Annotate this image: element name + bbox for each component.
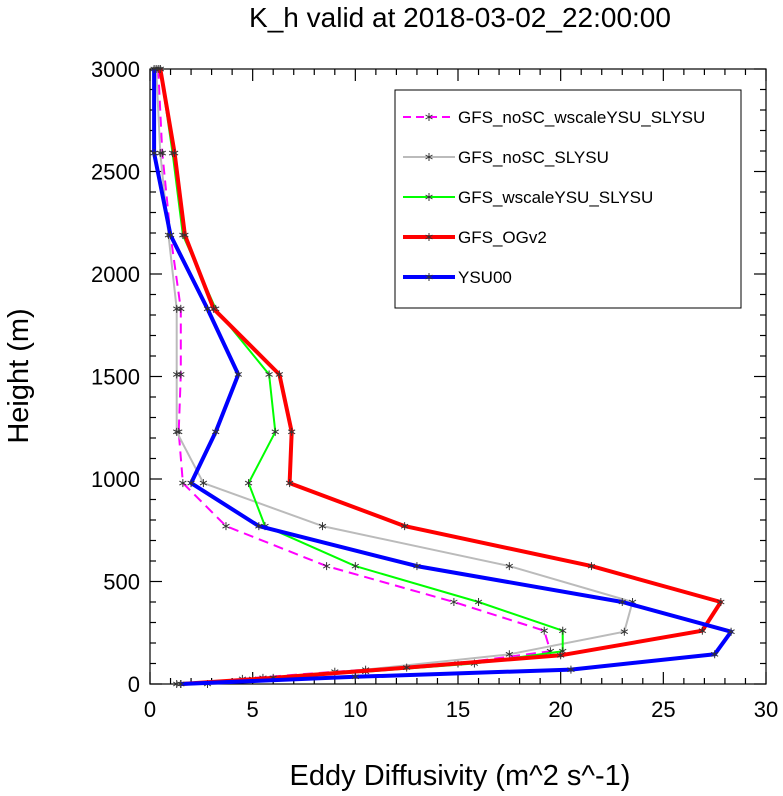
x-axis: 0 5 10 15 20 25 30 <box>144 69 778 722</box>
x-tick-label: 0 <box>144 697 156 722</box>
y-axis: 0 500 1000 1500 2000 2500 3000 <box>91 57 766 697</box>
legend: GFS_noSC_wscaleYSU_SLYSU GFS_noSC_SLYSU GF… <box>394 89 742 309</box>
legend-item: YSU00 <box>403 268 512 287</box>
legend-label: GFS_noSC_wscaleYSU_SLYSU <box>458 108 705 127</box>
data-point-marker <box>474 598 483 606</box>
data-point-marker <box>156 149 164 158</box>
data-point-marker <box>425 233 433 241</box>
x-axis-title: Eddy Diffusivity (m^2 s^-1) <box>290 760 631 792</box>
data-point-marker <box>255 522 263 531</box>
data-point-marker <box>556 651 565 660</box>
data-point-marker <box>505 562 514 571</box>
data-point-marker <box>222 522 230 531</box>
data-point-marker <box>318 522 327 531</box>
x-tick-label: 5 <box>247 697 259 722</box>
legend-label: YSU00 <box>458 268 512 287</box>
series-YSU00 <box>150 65 735 688</box>
data-point-marker <box>244 479 253 488</box>
y-tick-label: 0 <box>128 672 140 697</box>
data-point-marker <box>211 427 220 436</box>
data-point-marker <box>209 304 218 313</box>
y-tick-label: 500 <box>103 570 140 595</box>
data-point-marker <box>351 672 360 681</box>
data-point-marker <box>181 231 189 240</box>
data-point-marker <box>717 598 725 606</box>
data-point-marker <box>179 479 187 488</box>
legend-box <box>394 89 742 309</box>
y-tick-label: 2000 <box>91 262 140 287</box>
data-point-marker <box>177 680 185 688</box>
chart-title: K_h valid at 2018-03-02_22:00:00 <box>249 2 671 33</box>
legend-label: GFS_OGv2 <box>458 228 547 247</box>
y-tick-label: 1500 <box>91 365 140 390</box>
data-point-marker <box>265 370 273 379</box>
data-point-marker <box>620 627 629 636</box>
data-point-marker <box>199 479 208 488</box>
legend-item: GFS_wscaleYSU_SLYSU <box>403 188 653 207</box>
data-point-marker <box>618 598 626 606</box>
data-point-marker <box>567 665 575 674</box>
data-point-marker <box>400 522 409 531</box>
data-point-marker <box>285 479 294 488</box>
x-tick-label: 25 <box>651 697 675 722</box>
data-point-marker <box>203 304 212 313</box>
data-point-marker <box>425 273 433 281</box>
y-tick-label: 1000 <box>91 467 140 492</box>
data-point-marker <box>425 193 433 201</box>
data-point-marker <box>287 427 296 436</box>
y-tick-label: 3000 <box>91 57 140 82</box>
data-point-marker <box>450 598 458 606</box>
data-point-marker <box>177 304 185 313</box>
x-tick-label: 10 <box>343 697 367 722</box>
data-point-marker <box>710 650 719 659</box>
x-tick-label: 30 <box>754 697 778 722</box>
data-point-marker <box>402 663 411 672</box>
legend-item: GFS_noSC_SLYSU <box>403 148 609 167</box>
data-point-marker <box>150 65 158 73</box>
x-tick-label: 15 <box>446 697 470 722</box>
data-point-marker <box>727 627 735 636</box>
data-point-marker <box>322 562 331 571</box>
y-tick-label: 2500 <box>91 160 140 185</box>
data-point-marker <box>698 626 707 635</box>
data-point-marker <box>271 427 279 436</box>
data-point-marker <box>275 370 284 379</box>
y-axis-title: Height (m) <box>3 308 35 443</box>
data-point-marker <box>170 149 179 158</box>
legend-item: GFS_noSC_wscaleYSU_SLYSU <box>403 108 705 127</box>
series-layer <box>150 65 735 688</box>
series-line <box>157 68 552 685</box>
data-point-marker <box>425 153 433 161</box>
data-point-marker <box>351 562 360 571</box>
data-point-marker <box>425 113 433 121</box>
data-point-marker <box>234 370 243 379</box>
data-point-marker <box>150 149 158 158</box>
data-point-marker <box>587 562 596 571</box>
data-point-marker <box>172 304 181 313</box>
legend-label: GFS_noSC_SLYSU <box>458 148 609 167</box>
data-point-marker <box>177 370 185 379</box>
data-point-marker <box>166 231 175 240</box>
data-point-marker <box>413 562 421 571</box>
data-point-marker <box>156 65 164 73</box>
data-point-marker <box>172 427 181 436</box>
legend-item: GFS_OGv2 <box>403 228 547 247</box>
data-point-marker <box>540 626 548 635</box>
legend-label: GFS_wscaleYSU_SLYSU <box>458 188 653 207</box>
data-point-marker <box>505 650 514 659</box>
data-point-marker <box>187 479 195 488</box>
data-point-marker <box>172 370 181 379</box>
data-point-marker <box>559 626 567 635</box>
x-tick-label: 20 <box>548 697 572 722</box>
